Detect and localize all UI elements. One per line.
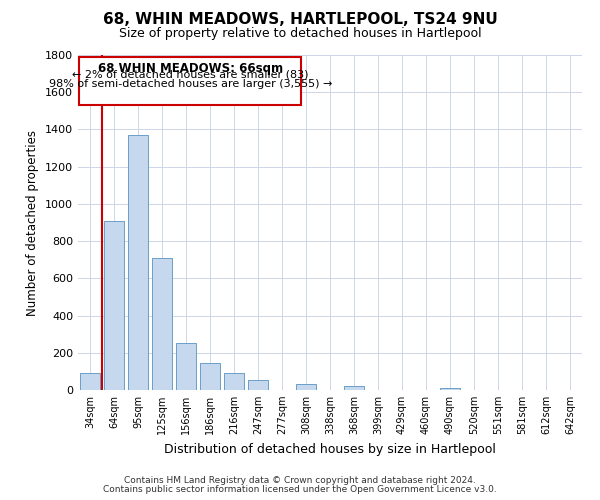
Bar: [104, 220, 124, 390]
Text: Size of property relative to detached houses in Hartlepool: Size of property relative to detached ho…: [119, 28, 481, 40]
Text: 68, WHIN MEADOWS, HARTLEPOOL, TS24 9NU: 68, WHIN MEADOWS, HARTLEPOOL, TS24 9NU: [103, 12, 497, 28]
Bar: [296, 384, 316, 390]
Bar: [344, 386, 364, 390]
Text: Contains HM Land Registry data © Crown copyright and database right 2024.: Contains HM Land Registry data © Crown c…: [124, 476, 476, 485]
Text: Contains public sector information licensed under the Open Government Licence v3: Contains public sector information licen…: [103, 485, 497, 494]
Bar: [200, 363, 220, 390]
Text: 68 WHIN MEADOWS: 66sqm: 68 WHIN MEADOWS: 66sqm: [98, 62, 283, 75]
X-axis label: Distribution of detached houses by size in Hartlepool: Distribution of detached houses by size …: [164, 442, 496, 456]
Text: 98% of semi-detached houses are larger (3,555) →: 98% of semi-detached houses are larger (…: [49, 79, 332, 89]
Bar: [440, 388, 460, 390]
Bar: [152, 258, 172, 390]
Y-axis label: Number of detached properties: Number of detached properties: [26, 130, 40, 316]
Text: ← 2% of detached houses are smaller (83): ← 2% of detached houses are smaller (83): [72, 70, 308, 80]
Bar: [79, 57, 301, 106]
Bar: [128, 135, 148, 390]
Bar: [248, 380, 268, 390]
Bar: [80, 373, 100, 390]
Bar: [224, 373, 244, 390]
Bar: [176, 344, 196, 390]
